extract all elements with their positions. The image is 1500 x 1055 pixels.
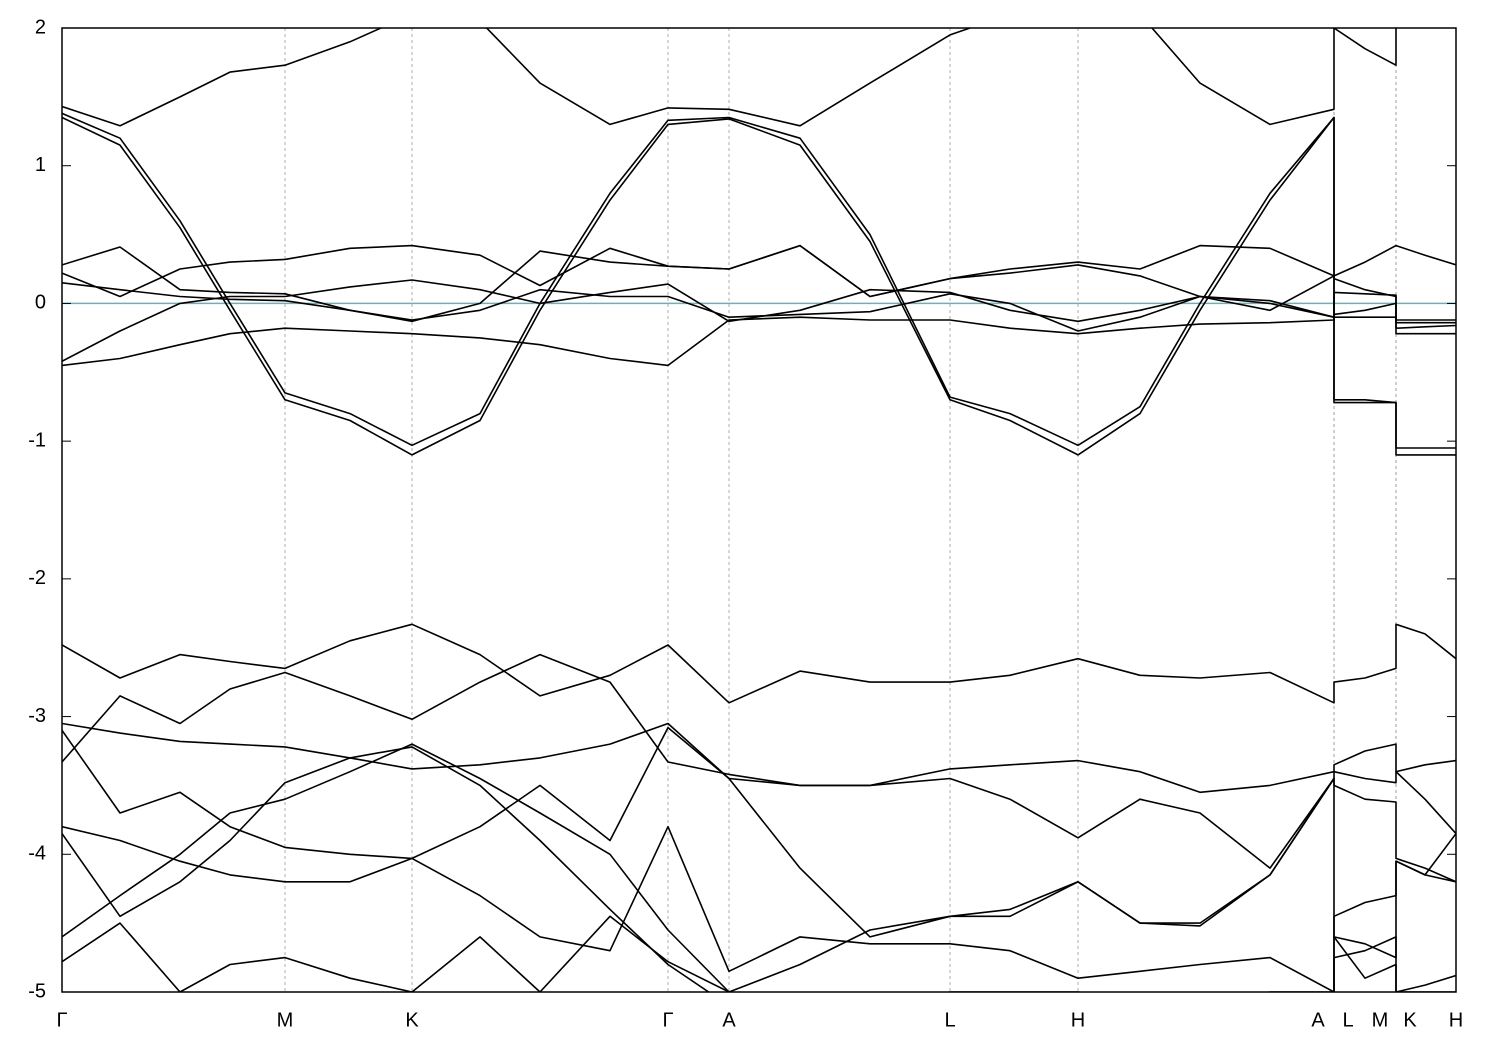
y-tick-label: -2 <box>28 567 46 589</box>
band-line <box>62 244 1456 323</box>
x-tick-label: Γ <box>662 1009 673 1031</box>
x-tick-label: L <box>944 1009 955 1031</box>
band-line <box>62 279 1456 363</box>
band-line <box>62 743 1456 992</box>
band-line <box>62 746 1456 992</box>
grid <box>61 28 1457 992</box>
y-tick-label: 2 <box>35 16 46 38</box>
band-line <box>62 112 1456 449</box>
y-tick-label: -5 <box>28 980 46 1002</box>
y-tick-label: 1 <box>35 154 46 176</box>
band-line <box>62 116 1456 456</box>
x-tick-label: A <box>722 1009 736 1031</box>
band-line <box>62 282 1456 332</box>
band-line <box>62 653 1456 794</box>
y-tick-label: 0 <box>35 292 46 314</box>
x-tick-label: Γ <box>56 1009 67 1031</box>
x-tick-label: M <box>277 1009 294 1031</box>
x-tick-label: A <box>1311 1009 1325 1031</box>
plot-frame <box>61 27 1457 993</box>
x-tick-label: K <box>405 1009 419 1031</box>
band-line <box>62 28 1397 127</box>
y-tick-label: -1 <box>28 429 46 451</box>
band-line <box>62 244 1456 321</box>
y-tick-label: -3 <box>28 705 46 727</box>
band-line <box>62 316 1456 367</box>
band-line <box>62 726 1456 883</box>
x-tick-label: L <box>1342 1009 1353 1031</box>
x-tick-label: K <box>1403 1009 1417 1031</box>
x-tick-label: H <box>1449 1009 1463 1031</box>
y-tick-label: -4 <box>28 843 46 865</box>
band-line <box>62 915 1456 992</box>
bands <box>62 28 1456 992</box>
x-tick-label: H <box>1071 1009 1085 1031</box>
labels: 210-1-2-3-4-5Γ M K Γ A L H A L M K H <box>28 16 1463 1031</box>
x-tick-label: M <box>1372 1009 1389 1031</box>
band-line <box>62 623 1456 704</box>
band-line <box>62 825 1456 992</box>
band-line <box>62 722 1456 938</box>
